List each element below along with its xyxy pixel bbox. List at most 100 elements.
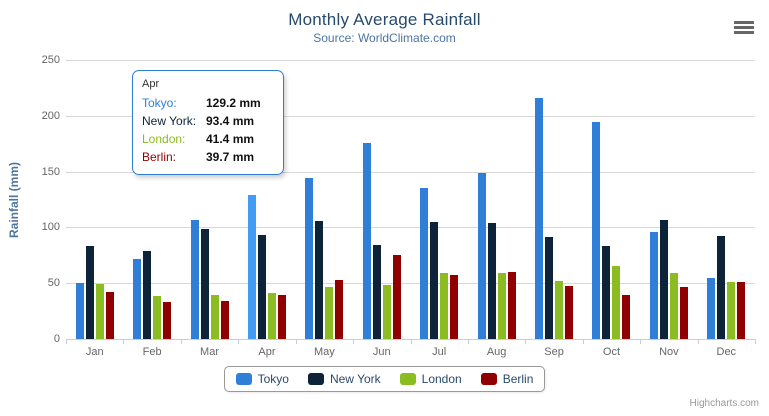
bar-new-york-jun[interactable] (372, 244, 381, 339)
y-axis-label: 100 (41, 221, 60, 234)
bar-london-jul[interactable] (440, 273, 449, 339)
x-axis-tick (238, 340, 240, 344)
bar-berlin-jan[interactable] (105, 291, 114, 339)
bar-tokyo-jul[interactable] (420, 187, 429, 339)
tooltip-series-value: 41.4 mm (206, 132, 255, 146)
bar-tokyo-sep[interactable] (535, 97, 544, 339)
x-axis-label-apr: Apr (258, 346, 276, 358)
x-axis-label-feb: Feb (142, 346, 162, 358)
legend-item-tokyo[interactable]: Tokyo (235, 372, 289, 386)
x-axis-label-dec: Dec (716, 346, 737, 358)
legend-swatch-icon (480, 373, 497, 385)
x-axis-tick (123, 340, 125, 344)
bar-tokyo-may[interactable] (305, 178, 314, 339)
bar-london-oct[interactable] (612, 266, 621, 339)
tooltip-series-label: New York: (142, 114, 197, 128)
bar-london-aug[interactable] (497, 272, 506, 339)
bar-group-aug (468, 60, 525, 339)
bar-london-mar[interactable] (210, 295, 219, 339)
bar-tokyo-jan[interactable] (75, 283, 84, 339)
y-axis-label: 0 (53, 333, 60, 345)
x-axis-tick (525, 340, 527, 344)
bar-tokyo-apr[interactable] (247, 194, 256, 339)
legend-wrap: Tokyo New York London Berlin (0, 366, 769, 392)
bar-new-york-feb[interactable] (143, 251, 152, 339)
legend-item-london[interactable]: London (399, 372, 462, 386)
bar-berlin-mar[interactable] (220, 300, 229, 339)
x-axis-label-mar: Mar (200, 346, 219, 358)
bar-new-york-oct[interactable] (602, 245, 611, 339)
bar-group-may (296, 60, 353, 339)
x-axis-tick (353, 340, 355, 344)
bar-new-york-dec[interactable] (717, 236, 726, 339)
legend-label: Tokyo (257, 372, 289, 386)
bar-new-york-jul[interactable] (430, 221, 439, 339)
bar-berlin-oct[interactable] (622, 295, 631, 339)
x-axis-tick (467, 340, 469, 344)
chart-subtitle: Source: WorldClimate.com (313, 31, 456, 45)
bar-berlin-feb[interactable] (163, 301, 172, 339)
credits-link[interactable]: Highcharts.com (689, 398, 759, 409)
tooltip-series-label: Berlin: (142, 150, 177, 164)
bar-group-feb (123, 60, 180, 339)
bar-berlin-may[interactable] (335, 280, 344, 339)
bar-new-york-jan[interactable] (85, 245, 94, 339)
bar-berlin-aug[interactable] (507, 271, 516, 339)
legend-label: Berlin (502, 372, 534, 386)
x-axis-tick (295, 340, 297, 344)
x-axis-label-nov: Nov (659, 346, 679, 358)
bar-group-mar (181, 60, 238, 339)
bar-group-dec (698, 60, 755, 339)
x-axis-line (66, 339, 756, 340)
bar-london-nov[interactable] (669, 272, 678, 339)
tooltip-row-berlin-: Berlin: 39.7 mm (142, 148, 274, 166)
bar-berlin-nov[interactable] (679, 286, 688, 339)
bar-tokyo-nov[interactable] (649, 232, 658, 339)
bar-berlin-apr[interactable] (277, 294, 286, 339)
bar-new-york-mar[interactable] (200, 229, 209, 339)
x-axis-tick (582, 340, 584, 344)
bar-london-may[interactable] (325, 286, 334, 339)
bar-tokyo-feb[interactable] (133, 259, 142, 339)
bar-berlin-dec[interactable] (737, 282, 746, 339)
hamburger-bar (734, 21, 754, 24)
bar-berlin-jul[interactable] (450, 274, 459, 339)
tooltip-series-label: London: (142, 132, 186, 146)
bar-london-feb[interactable] (153, 295, 162, 339)
bar-berlin-sep[interactable] (565, 285, 574, 339)
bar-tokyo-mar[interactable] (190, 220, 199, 339)
bar-london-jan[interactable] (95, 284, 104, 339)
export-menu-hamburger-icon[interactable] (733, 21, 755, 37)
x-axis-label-aug: Aug (486, 346, 507, 358)
bar-group-jul (411, 60, 468, 339)
bar-london-jun[interactable] (382, 285, 391, 339)
bar-tokyo-aug[interactable] (477, 173, 486, 339)
bar-new-york-may[interactable] (315, 220, 324, 339)
x-axis-tick (697, 340, 699, 344)
bar-london-dec[interactable] (727, 281, 736, 339)
y-axis-label: 150 (41, 165, 60, 178)
hamburger-bar (734, 26, 754, 29)
legend-item-berlin[interactable]: Berlin (480, 372, 534, 386)
bar-tokyo-oct[interactable] (592, 122, 601, 339)
tooltip-series-label: Tokyo: (142, 96, 177, 110)
gridline (66, 283, 755, 285)
bar-new-york-apr[interactable] (257, 234, 266, 339)
y-axis-label: 200 (41, 109, 60, 122)
bar-london-apr[interactable] (267, 292, 276, 339)
legend-item-new-york[interactable]: New York (307, 372, 381, 386)
y-axis-label: 250 (41, 54, 60, 66)
legend-swatch-icon (307, 373, 324, 385)
x-axis-label-oct: Oct (602, 346, 621, 358)
bar-berlin-jun[interactable] (392, 254, 401, 339)
x-axis-label-sep: Sep (544, 346, 564, 358)
bar-tokyo-dec[interactable] (707, 278, 716, 339)
tooltip-category: Apr (142, 78, 160, 90)
bar-new-york-nov[interactable] (659, 220, 668, 339)
bar-new-york-aug[interactable] (487, 222, 496, 339)
bar-new-york-sep[interactable] (545, 237, 554, 339)
legend-label: New York (329, 372, 381, 386)
bar-tokyo-jun[interactable] (362, 142, 371, 339)
tooltip-series-value: 39.7 mm (206, 150, 255, 164)
bar-london-sep[interactable] (555, 280, 564, 339)
